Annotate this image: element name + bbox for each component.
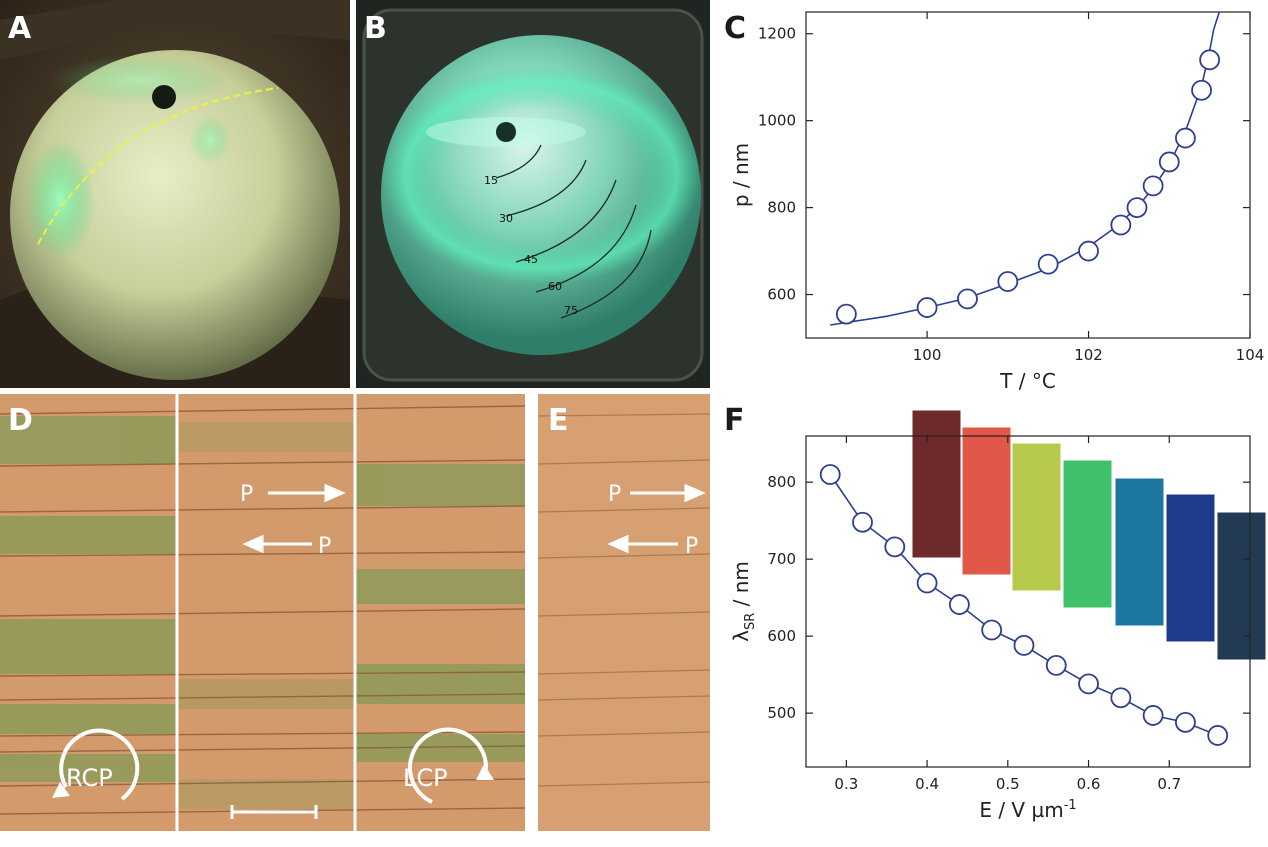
x-tick-label-0.3: 0.3 bbox=[834, 775, 858, 793]
panel-d-stripes: P P RCP LCP bbox=[0, 394, 525, 831]
color-swatch-2 bbox=[961, 426, 1012, 576]
data-point-f-7 bbox=[1013, 634, 1035, 656]
scale-bar bbox=[230, 805, 318, 819]
data-point-c-11 bbox=[1175, 127, 1196, 149]
angle-label-15: 15 bbox=[484, 174, 498, 187]
x-tick-label-100: 100 bbox=[913, 346, 942, 364]
x-tick-label-0.5: 0.5 bbox=[996, 775, 1020, 793]
panel-label-e: E bbox=[548, 403, 569, 438]
y-tick-label-700: 700 bbox=[767, 550, 796, 568]
data-point-f-9 bbox=[1078, 673, 1099, 695]
polarizer-label-e-1: P bbox=[608, 482, 621, 507]
y-tick-label-600: 600 bbox=[767, 627, 796, 645]
y-axis-label-c: p / nm bbox=[729, 143, 753, 207]
data-point-f-5 bbox=[948, 594, 970, 615]
data-point-f-8 bbox=[1045, 654, 1067, 676]
color-swatch-7 bbox=[1216, 511, 1267, 661]
angle-label-45: 45 bbox=[524, 253, 538, 266]
plot-frame-c bbox=[805, 11, 1251, 339]
data-point-f-1 bbox=[819, 464, 841, 485]
data-point-c-3 bbox=[957, 288, 978, 310]
rcp-label: RCP bbox=[66, 764, 113, 792]
data-point-f-13 bbox=[1207, 725, 1229, 746]
data-point-c-9 bbox=[1142, 175, 1164, 197]
x-tick-label-0.6: 0.6 bbox=[1077, 775, 1101, 793]
x-tick-label-0.4: 0.4 bbox=[915, 775, 939, 793]
y-axis-label-f: λSR / nm bbox=[729, 561, 758, 642]
polarizer-label-d-2: P bbox=[318, 534, 331, 559]
data-point-c-1 bbox=[835, 303, 857, 325]
data-point-c-4 bbox=[997, 271, 1019, 292]
panel-label-c: C bbox=[724, 11, 747, 46]
x-tick-label-102: 102 bbox=[1074, 346, 1103, 364]
data-point-c-7 bbox=[1110, 214, 1132, 236]
data-point-f-10 bbox=[1110, 687, 1132, 709]
lcp-label: LCP bbox=[403, 764, 448, 792]
data-point-c-10 bbox=[1158, 151, 1180, 173]
data-point-c-12 bbox=[1191, 79, 1212, 101]
panel-a-hemisphere-image bbox=[0, 0, 350, 388]
y-tick-label-500: 500 bbox=[767, 704, 796, 722]
panel-label-d: D bbox=[8, 403, 33, 438]
panel-c-chart: 100 102 104 600 800 1000 1200 T / °C p / nm bbox=[729, 11, 1265, 392]
panel-b-photo: 15 30 45 60 75 bbox=[356, 0, 710, 388]
data-point-c-5 bbox=[1037, 253, 1059, 275]
panel-label-a: A bbox=[8, 11, 32, 46]
panel-e-stripes: P P bbox=[538, 394, 710, 831]
angle-label-60: 60 bbox=[548, 280, 562, 293]
panel-f-chart: 0.3 0.4 0.5 0.6 0.7 500 600 700 800 E / V µm-1 λSR… bbox=[729, 409, 1267, 822]
data-point-f-2 bbox=[852, 511, 873, 533]
data-point-f-4 bbox=[916, 572, 938, 594]
data-point-f-6 bbox=[981, 619, 1003, 641]
x-axis-label-c: T / °C bbox=[999, 369, 1056, 392]
panel-b-hemisphere-image: 15 30 45 60 75 bbox=[356, 0, 710, 388]
y-tick-label-1000: 1000 bbox=[758, 112, 796, 130]
color-swatch-6 bbox=[1165, 493, 1216, 643]
polarizer-label-d-1: P bbox=[240, 482, 253, 507]
data-point-c-8 bbox=[1126, 197, 1148, 219]
color-swatch-4 bbox=[1062, 459, 1113, 609]
data-point-c-13 bbox=[1199, 49, 1221, 71]
x-axis-label-f: E / V µm-1 bbox=[979, 798, 1076, 822]
angle-label-30: 30 bbox=[499, 212, 513, 225]
plot-frame-f bbox=[805, 435, 1251, 768]
panel-label-b: B bbox=[364, 11, 387, 46]
color-swatch-1 bbox=[911, 409, 962, 559]
data-point-f-11 bbox=[1142, 705, 1164, 726]
panel-d-micrograph: P P RCP LCP bbox=[0, 394, 525, 831]
fit-curve-c bbox=[830, 12, 1221, 326]
y-tick-label-600: 600 bbox=[767, 286, 796, 304]
y-tick-label-1200: 1200 bbox=[758, 25, 796, 43]
data-point-c-6 bbox=[1078, 240, 1099, 262]
panel-label-f: F bbox=[724, 403, 745, 438]
panel-e-micrograph: P P bbox=[538, 394, 710, 831]
color-swatch-3 bbox=[1011, 442, 1062, 592]
angle-label-75: 75 bbox=[564, 304, 578, 317]
y-tick-label-800: 800 bbox=[767, 199, 796, 217]
x-tick-label-0.7: 0.7 bbox=[1157, 775, 1181, 793]
rcp-circular-arrow-icon bbox=[52, 728, 140, 801]
lcp-circular-arrow-icon bbox=[408, 727, 494, 804]
panel-a-photo bbox=[0, 0, 350, 388]
x-tick-label-104: 104 bbox=[1236, 346, 1265, 364]
data-point-c-2 bbox=[916, 297, 938, 318]
polarizer-label-e-2: P bbox=[685, 534, 698, 559]
data-point-f-12 bbox=[1175, 711, 1196, 733]
y-tick-label-800: 800 bbox=[767, 473, 796, 491]
color-swatch-5 bbox=[1114, 477, 1165, 627]
data-point-f-3 bbox=[884, 536, 906, 558]
